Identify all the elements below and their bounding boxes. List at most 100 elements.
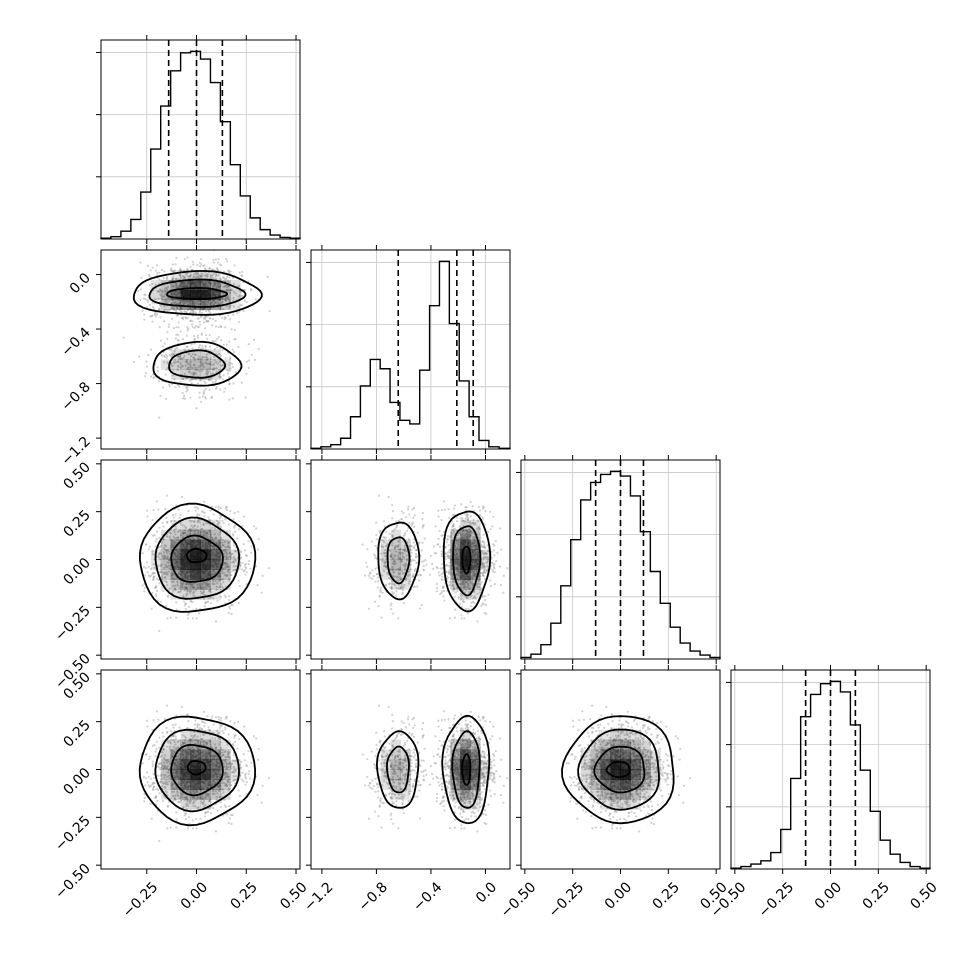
scatter-point [175,818,178,821]
scatter-point [385,565,388,568]
scatter-point [243,299,246,302]
scatter-point [174,300,178,303]
density-cell [210,549,221,560]
scatter-point [149,567,153,570]
scatter-point [491,568,494,571]
scatter-point [180,306,183,309]
scatter-point [152,785,156,788]
scatter-point [151,302,154,305]
scatter-point [219,541,222,544]
scatter-point [200,332,203,335]
scatter-point [158,839,161,843]
scatter-point [472,573,475,576]
scatter-point [165,745,169,748]
scatter-point [162,386,165,389]
scatter-point [228,778,231,781]
scatter-point [475,527,479,530]
scatter-point [153,376,156,379]
scatter-point [192,373,195,376]
scatter-point [154,585,158,588]
density-cell [190,289,201,301]
scatter-point [214,536,217,540]
density-cell [180,269,191,281]
scatter-point [192,303,195,306]
scatter-point [169,748,172,751]
scatter-point [199,796,202,799]
scatter-point [234,768,237,771]
scatter-point [201,362,204,365]
density-cell [180,789,191,800]
scatter-point [224,776,227,780]
scatter-point [446,537,449,540]
scatter-point [202,300,205,304]
scatter-point [209,591,213,594]
scatter-point [219,719,222,722]
scatter-point [163,548,166,551]
scatter-point [218,572,221,575]
scatter-point [185,390,188,393]
scatter-point [163,342,166,345]
scatter-point [257,537,260,540]
scatter-point [440,555,443,558]
scatter-point [198,513,201,516]
scatter-point [162,756,166,759]
scatter-point [217,522,220,525]
scatter-point [177,539,180,542]
scatter-point [220,781,223,785]
scatter-point [228,271,231,274]
scatter-point [398,568,401,571]
scatter-point [173,350,176,353]
scatter-point [178,766,182,769]
scatter-point [238,528,241,531]
scatter-point [151,534,155,537]
scatter-point [181,337,184,341]
scatter-point [216,362,219,365]
scatter-point [181,734,184,737]
scatter-point [152,773,155,776]
scatter-point [186,614,189,617]
scatter-point [470,522,473,525]
scatter-point [168,558,171,562]
scatter-point [214,381,217,384]
scatter-point [218,542,221,545]
scatter-point [231,742,235,746]
scatter-point [216,267,219,270]
scatter-point [149,375,153,378]
scatter-point [218,574,221,578]
density-cell [200,589,211,600]
scatter-point [179,791,182,795]
scatter-point [210,535,213,539]
scatter-point [168,308,171,311]
scatter-point [210,780,213,783]
scatter-point [232,544,235,547]
scatter-point [176,775,180,779]
scatter-point [152,571,155,574]
scatter-point [483,542,486,546]
scatter-point [184,364,187,367]
scatter-point [193,791,197,794]
scatter-point [156,765,160,768]
scatter-point [472,583,475,586]
scatter-point [218,784,221,788]
scatter-point [170,754,173,757]
scatter-point [204,327,207,330]
scatter-point [174,723,177,726]
scatter-point [141,309,144,312]
scatter-point [200,357,203,360]
scatter-point [204,804,207,807]
scatter-point [209,806,212,809]
scatter-point [457,532,461,535]
scatter-point [195,607,198,610]
scatter-point [213,368,216,371]
scatter-point [382,564,386,568]
scatter-point [170,269,173,272]
scatter-point [174,763,177,766]
scatter-point [187,367,190,370]
scatter-point [195,617,198,620]
scatter-point [203,380,206,383]
scatter-point [160,541,164,544]
scatter-point [479,583,482,586]
scatter-point [171,545,174,548]
scatter-point [160,570,163,574]
scatter-point [200,400,203,403]
